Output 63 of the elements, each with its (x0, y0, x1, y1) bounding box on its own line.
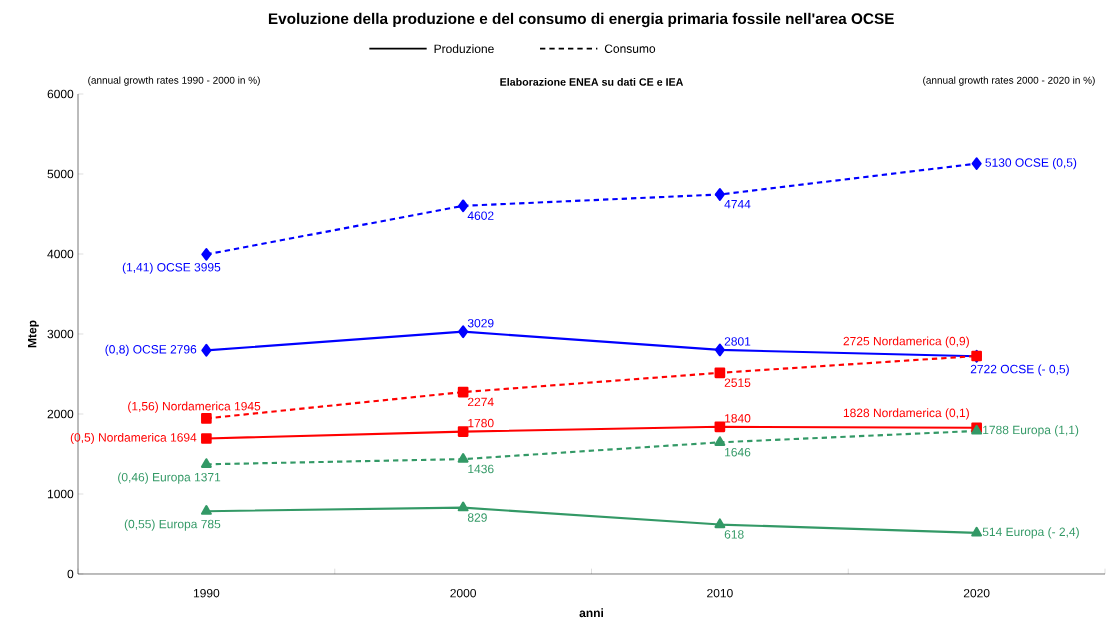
text: Consumo (604, 44, 656, 53)
data-label: 2801 (724, 337, 751, 346)
point (971, 526, 983, 537)
point (971, 157, 982, 170)
data-label: 2722 OCSE (- 0,5) (970, 364, 1069, 376)
data-label: 2274 (468, 397, 494, 407)
point (457, 452, 469, 463)
data-label: 1436 (468, 464, 494, 474)
point (458, 199, 469, 213)
chart-title: Evoluzione della produzione e del consumo di energia primaria fossile nell'area OCSE (268, 12, 894, 28)
data-label: 1788 Europa (1,1) (983, 425, 1079, 437)
data-label: 618 (724, 530, 744, 539)
y-tick-label: 6000 (47, 89, 74, 99)
point (714, 343, 725, 357)
data-label: (0,55) Europa 785 (124, 519, 221, 531)
data-label: (0,46) Europa 1371 (118, 472, 221, 484)
point (457, 386, 469, 398)
point (457, 426, 469, 437)
point (458, 325, 469, 339)
x-tick-label: 1990 (193, 588, 220, 598)
x-axis-title: anni (579, 608, 603, 618)
y-axis-title: Mtep (28, 320, 39, 348)
point (201, 433, 212, 444)
data-label: 1828 Nordamerica (0,1) (843, 408, 969, 420)
x-tick-label: 2010 (707, 588, 733, 598)
text: (annual growth rates 2000 - 2020 in %) (923, 76, 1095, 86)
data-label: (0,5) Nordamerica 1694 (70, 432, 197, 445)
data-label: 4744 (724, 200, 751, 209)
point (200, 505, 212, 515)
data-label: 829 (467, 513, 487, 522)
data-label: 5130 OCSE (0,5) (985, 158, 1077, 170)
data-label: 1840 (725, 414, 751, 423)
point (200, 458, 212, 468)
data-label: (0,8) OCSE 2796 (105, 344, 197, 356)
text: (annual growth rates 1990 - 2000 in %) (88, 76, 260, 86)
text: Produzione (434, 44, 494, 54)
text: Elaborazione ENEA su dati CE e IEA (500, 77, 684, 86)
y-tick-label: 3000 (47, 329, 74, 339)
x-tick-label: 2000 (450, 588, 477, 598)
data-label: 4602 (467, 211, 494, 220)
y-tick-label: 5000 (47, 169, 74, 179)
data-label: 3029 (467, 318, 494, 328)
y-tick-label: 0 (67, 569, 74, 579)
data-label: 1780 (468, 418, 494, 428)
point (201, 343, 212, 357)
data-label: 514 Europa (- 2,4) (982, 527, 1079, 539)
data-label: 2725 Nordamerica (0,9) (843, 336, 969, 348)
y-tick-label: 1000 (47, 489, 74, 499)
data-label: 1646 (725, 447, 751, 457)
data-label: (1,41) OCSE 3995 (122, 262, 221, 274)
data-label: (1,56) Nordamerica 1945 (128, 401, 261, 413)
point (201, 248, 212, 261)
point (457, 501, 469, 512)
data-label: 2515 (724, 378, 751, 387)
y-tick-label: 4000 (47, 249, 74, 259)
point (201, 413, 212, 424)
y-tick-label: 2000 (47, 409, 74, 419)
point (714, 518, 726, 529)
point (714, 188, 725, 201)
point (714, 367, 726, 379)
x-tick-label: 2020 (963, 588, 990, 598)
point (714, 421, 726, 433)
point (714, 436, 726, 446)
